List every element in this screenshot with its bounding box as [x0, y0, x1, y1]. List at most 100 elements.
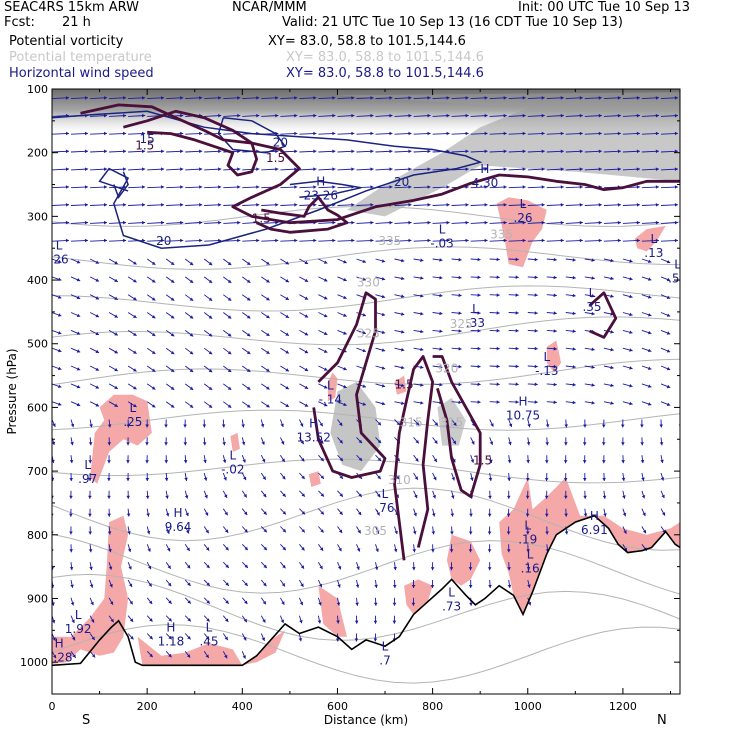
- wind-vector-head-640: [439, 382, 443, 387]
- wind-vector-head-771: [541, 220, 545, 225]
- wind-vector-head-963: [659, 442, 664, 446]
- wind-vector-head-719: [496, 293, 500, 297]
- wind-vector-head-392: [285, 314, 289, 318]
- wind-vector-head-11: [58, 295, 62, 299]
- wind-vector-head-634: [439, 275, 443, 280]
- x-tick-label-3: 600: [327, 700, 348, 713]
- wind-vector-head-534: [389, 113, 393, 118]
- wind-vector-head-412: [313, 131, 317, 136]
- wind-vector-head-169: [151, 315, 156, 319]
- wind-vector-head-724: [496, 382, 500, 386]
- wind-vector-head-942: [642, 529, 646, 534]
- wind-vector-head-786: [525, 495, 530, 499]
- pv-contour-label-4: 1.5: [252, 212, 271, 226]
- negative-pv-region-13: [308, 471, 321, 487]
- wind-vector-head-769: [541, 185, 545, 189]
- wind-vector-head-827: [579, 238, 583, 243]
- y-tick-label-8: 900: [27, 592, 48, 605]
- wind-vector-head-675: [450, 513, 455, 517]
- wind-vector-head-829: [572, 275, 576, 280]
- wind-vector-head-281: [206, 600, 210, 604]
- wind-vector-head-693: [477, 346, 481, 351]
- wind-vector-head-284: [205, 654, 209, 658]
- wind-vector-head-860: [591, 383, 595, 387]
- wind-vector-head-804: [553, 293, 557, 298]
- wind-vector-head-93: [91, 619, 95, 623]
- wind-vector-head-682: [484, 149, 488, 154]
- wind-vector-head-667: [458, 364, 462, 369]
- wind-vector-head-384: [294, 167, 298, 171]
- pv-contour-1: [123, 109, 258, 177]
- wind-vector-head-816: [545, 513, 549, 517]
- wind-vector-head-956: [666, 313, 671, 317]
- wind-vector-head-419: [304, 260, 309, 264]
- wind-vector-head-300: [227, 368, 232, 372]
- wind-vector-head-73: [95, 260, 99, 264]
- wind-vector-head-940: [641, 495, 646, 499]
- fcst-label: Fcst:: [4, 15, 35, 30]
- wind-vector-head-791: [527, 584, 531, 588]
- wind-vector-head-3: [65, 149, 69, 154]
- theta-contour-label-3: 325: [450, 317, 473, 331]
- wind-vector-head-297: [227, 315, 232, 319]
- wind-vector-head-58: [69, 567, 74, 571]
- wind-vector-head-94: [91, 636, 95, 640]
- wind-vector-head-792: [527, 601, 532, 606]
- wind-vector-991: [679, 490, 680, 492]
- wind-vector-head-102: [123, 203, 127, 207]
- wind-vector-head-224: [199, 149, 203, 154]
- field-xy-wind: XY= 83.0, 58.8 to 101.5,144.6: [286, 66, 484, 81]
- wind-vector-head-147: [126, 478, 130, 481]
- wind-vector-head-529: [355, 584, 360, 588]
- wind-vector-head-867: [583, 513, 588, 517]
- wind-vector-head-273: [203, 459, 207, 464]
- wind-vector-head-961: [666, 402, 671, 406]
- wind-vector-head-781: [534, 400, 538, 404]
- wind-vector-head-223: [199, 131, 203, 136]
- wind-vector-head-332: [246, 368, 251, 372]
- wind-vector-head-992: [682, 512, 685, 516]
- wind-vector-head-181: [146, 530, 151, 535]
- wind-vector-head-361: [266, 314, 270, 319]
- wind-vector-head-531: [354, 620, 359, 624]
- wind-vector-head-357: [275, 238, 279, 243]
- wind-vector-head-428: [300, 423, 304, 427]
- wind-vector-head-51: [70, 441, 74, 446]
- wind-vector-head-427: [304, 403, 309, 407]
- wind-vector-head-333: [246, 386, 251, 390]
- wind-vector-head-732: [487, 531, 492, 535]
- wind-vector-head-355: [275, 203, 279, 207]
- pv-extremum-value-21: .73: [442, 599, 461, 613]
- wind-vector-head-865: [583, 478, 587, 481]
- wind-vector-head-107: [114, 296, 118, 300]
- wind-vector-head-493: [339, 493, 343, 497]
- wind-vector-head-172: [151, 368, 156, 372]
- wind-vector-head-863: [582, 442, 587, 446]
- wind-vector-head-837: [564, 424, 568, 428]
- wind-vector-head-906: [629, 348, 633, 352]
- wind-vector-head-52: [69, 460, 74, 464]
- wind-vector-head-514: [362, 313, 366, 317]
- wind-vector-head-967: [662, 512, 666, 516]
- wind-vector-head-563: [373, 638, 378, 642]
- wind-vector-head-424: [304, 350, 309, 354]
- wind-vector-head-868: [617, 96, 621, 100]
- wind-vector-head-171: [151, 350, 156, 354]
- wind-vector-head-711: [503, 149, 507, 154]
- pv-extremum-value-8: .35: [582, 300, 601, 314]
- wind-vector-head-850: [598, 203, 602, 207]
- wind-vector-head-106: [114, 278, 118, 282]
- wind-vector-head-651: [430, 585, 435, 588]
- wind-vector-head-662: [458, 275, 462, 280]
- wind-vector-head-808: [553, 364, 557, 369]
- wind-vector-head-926: [655, 238, 659, 243]
- wind-vector-head-230: [189, 261, 194, 266]
- wind-vector-head-526: [357, 529, 361, 534]
- wind-vector-head-216: [167, 582, 172, 587]
- wind-vector-head-910: [621, 424, 625, 428]
- wind-vector-head-939: [641, 477, 645, 481]
- wind-vector-head-658: [465, 203, 469, 207]
- wind-vector-head-609: [420, 347, 424, 352]
- wind-vector-head-277: [205, 529, 209, 534]
- wind-vector-head-377: [262, 600, 266, 605]
